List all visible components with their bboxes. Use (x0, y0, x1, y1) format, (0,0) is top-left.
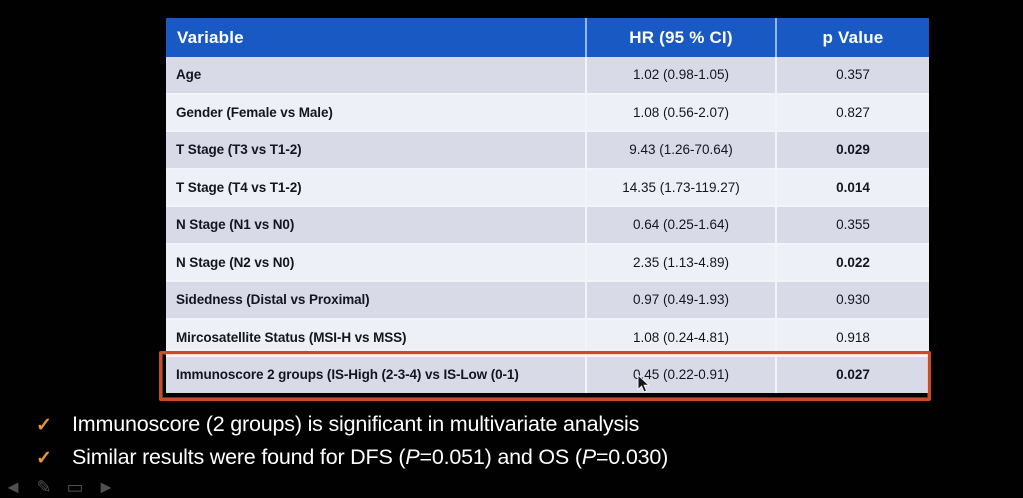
cell-variable: Immunoscore 2 groups (IS-High (2-3-4) vs… (166, 355, 586, 393)
column-header-hr-ci: HR (95 % CI) (585, 18, 776, 57)
cell-p-value: 0.930 (775, 280, 929, 319)
table-row: T Stage (T4 vs T1-2) 14.35 (1.73-119.27) 0… (166, 167, 929, 206)
cell-hr-ci: 1.08 (0.56-2.07) (585, 92, 776, 131)
table-row: Mircosatellite Status (MSI-H vs MSS) 1.08… (166, 317, 929, 356)
cell-p-value: 0.355 (775, 205, 929, 244)
cell-p-value: 0.918 (775, 317, 929, 356)
cell-variable: T Stage (T3 vs T1-2) (166, 130, 586, 169)
table-row: N Stage (N1 vs N0) 0.64 (0.25-1.64) 0.355 (166, 205, 929, 244)
bullet-text: Immunoscore (2 groups) is significant in… (72, 412, 640, 436)
cell-p-value: 0.014 (775, 167, 929, 206)
slideshow-toolbar: ◄ ✎ ▭ ► (2, 476, 117, 498)
checkmark-icon: ✓ (36, 448, 52, 469)
multivariate-analysis-table: Variable HR (95 % CI) p Value Age 1.02 (0… (166, 18, 929, 393)
cell-hr-ci: 14.35 (1.73-119.27) (585, 167, 776, 206)
cell-variable: Mircosatellite Status (MSI-H vs MSS) (166, 317, 586, 356)
cell-hr-ci: 1.02 (0.98-1.05) (585, 57, 776, 94)
table-header-row: Variable HR (95 % CI) p Value (166, 18, 929, 57)
table-row: N Stage (N2 vs N0) 2.35 (1.13-4.89) 0.022 (166, 242, 929, 281)
cell-hr-ci: 1.08 (0.24-4.81) (585, 317, 776, 356)
cell-variable: N Stage (N1 vs N0) (166, 205, 586, 244)
cell-p-value: 0.029 (775, 130, 929, 169)
cell-hr-ci: 9.43 (1.26-70.64) (585, 130, 776, 169)
slide-thumbnail-icon[interactable]: ▭ (66, 477, 84, 497)
cell-p-value: 0.357 (775, 57, 929, 94)
cell-p-value: 0.827 (775, 92, 929, 131)
table-row: T Stage (T3 vs T1-2) 9.43 (1.26-70.64) 0.0… (166, 130, 929, 169)
table-row-highlighted: Immunoscore 2 groups (IS-High (2-3-4) vs… (166, 355, 929, 393)
cell-hr-ci: 2.35 (1.13-4.89) (585, 242, 776, 281)
cell-p-value: 0.022 (775, 242, 929, 281)
cell-variable: Age (166, 57, 586, 94)
cell-variable: Gender (Female vs Male) (166, 92, 586, 131)
table-row: Gender (Female vs Male) 1.08 (0.56-2.07) 0… (166, 92, 929, 131)
bullet-line: ✓ Similar results were found for DFS (P=0… (36, 445, 986, 478)
bullet-line: ✓ Immunoscore (2 groups) is significant i… (36, 412, 986, 445)
cell-hr-ci: 0.45 (0.22-0.91) (585, 355, 776, 393)
column-header-variable: Variable (166, 18, 586, 57)
table-row: Age 1.02 (0.98-1.05) 0.357 (166, 57, 929, 94)
bullet-list: ✓ Immunoscore (2 groups) is significant i… (36, 412, 986, 478)
checkmark-icon: ✓ (36, 415, 52, 436)
cell-hr-ci: 0.64 (0.25-1.64) (585, 205, 776, 244)
column-header-p-value: p Value (775, 18, 929, 57)
cell-p-value: 0.027 (775, 355, 929, 393)
previous-slide-arrow-icon[interactable]: ◄ (4, 477, 22, 497)
pen-icon[interactable]: ✎ (36, 477, 52, 497)
next-slide-arrow-icon[interactable]: ► (97, 477, 115, 497)
cell-hr-ci: 0.97 (0.49-1.93) (585, 280, 776, 319)
cell-variable: Sidedness (Distal vs Proximal) (166, 280, 586, 319)
cell-variable: T Stage (T4 vs T1-2) (166, 167, 586, 206)
cell-variable: N Stage (N2 vs N0) (166, 242, 586, 281)
table-row: Sidedness (Distal vs Proximal) 0.97 (0.49… (166, 280, 929, 319)
bullet-text: Similar results were found for DFS (P=0.… (72, 445, 669, 469)
